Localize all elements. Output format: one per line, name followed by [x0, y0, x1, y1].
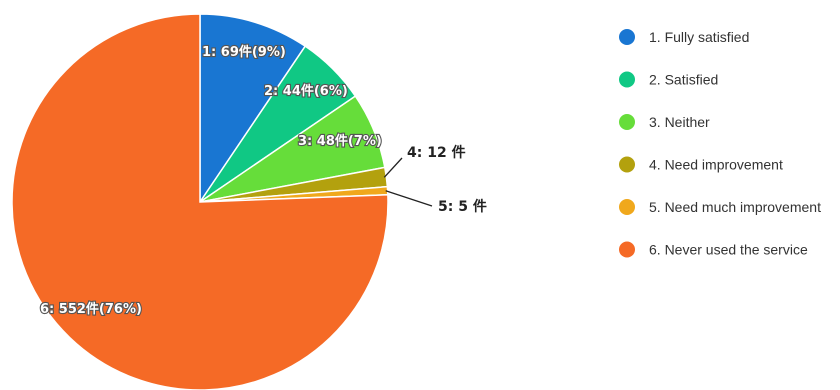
legend-item-3: 3. Neither [619, 114, 710, 130]
callout-line-4 [383, 157, 403, 178]
data-label-6: 6: 552件(76%) [40, 301, 142, 317]
legend-item-5: 5. Need much improvement [619, 199, 821, 215]
legend-label-3: 3. Neither [649, 114, 710, 130]
data-label-4: 4: 12 件 [407, 144, 466, 161]
pie-slices [11, 13, 389, 390]
legend-label-4: 4. Need improvement [649, 157, 783, 173]
legend-marker-3 [619, 114, 635, 130]
legend-marker-5 [619, 199, 635, 215]
pie-data-labels: 1: 69件(9%) 2: 44件(6%) 3: 48件(7%) 4: 12 件 5: … [39, 43, 487, 318]
data-label-5: 5: 5 件 [438, 198, 487, 215]
data-label-2: 2: 44件(6%) [264, 83, 348, 99]
legend-marker-4 [619, 156, 635, 173]
legend-label-6: 6. Never used the service [649, 242, 808, 258]
legend: 1. Fully satisfied 2. Satisfied 3. Neither… [619, 29, 821, 258]
callout-line-5 [385, 190, 433, 207]
legend-item-4: 4. Need improvement [619, 156, 783, 173]
legend-item-1: 1. Fully satisfied [619, 29, 749, 45]
data-label-1: 1: 69件(9%) [202, 44, 286, 60]
legend-label-1: 1. Fully satisfied [649, 29, 749, 45]
legend-marker-6 [619, 241, 635, 258]
legend-item-2: 2. Satisfied [619, 71, 718, 88]
pie-slice-6 [11, 13, 389, 390]
legend-marker-1 [619, 29, 635, 45]
data-label-3: 3: 48件(7%) [298, 133, 382, 149]
pie-slice-1 [199, 13, 307, 205]
legend-marker-2 [619, 71, 635, 88]
legend-label-5: 5. Need much improvement [649, 199, 821, 215]
legend-item-6: 6. Never used the service [619, 241, 808, 258]
legend-label-2: 2. Satisfied [649, 72, 718, 88]
